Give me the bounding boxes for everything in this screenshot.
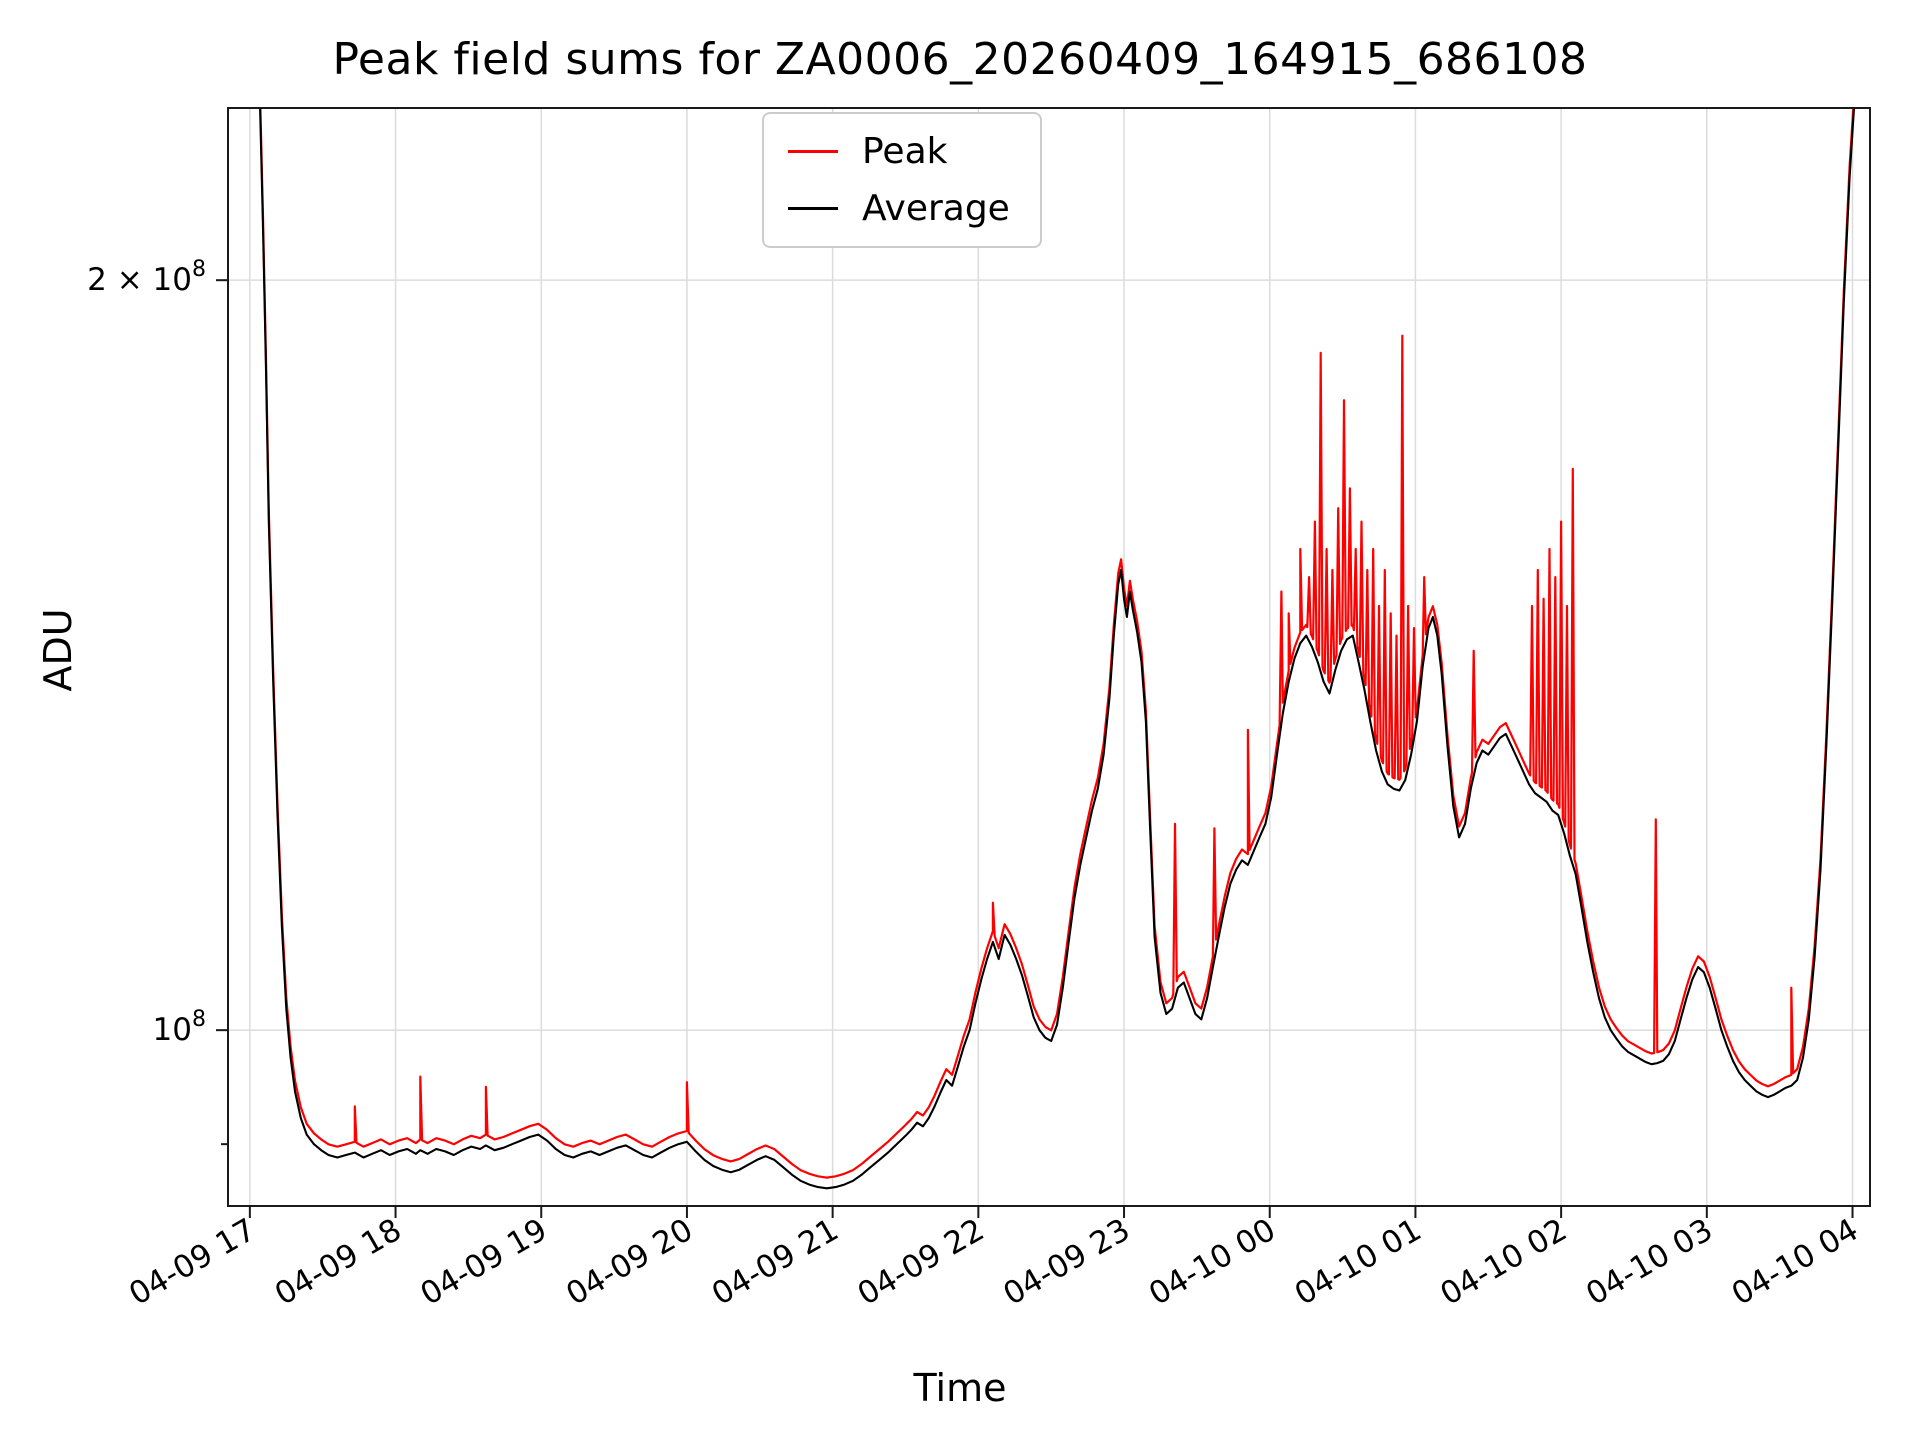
- average-line-swatch: [788, 207, 838, 211]
- x-tick-label: 04-10 02: [1434, 1212, 1573, 1313]
- y-tick-label: 108: [153, 1007, 206, 1048]
- x-tick-labels: 04-09 17 04-09 18 04-09 19 04-09 20 04-09 21…: [123, 1212, 1864, 1313]
- x-tick-label: 04-10 01: [1289, 1212, 1428, 1313]
- chart-title: Peak field sums for ZA0006_20260409_1649…: [332, 34, 1588, 85]
- series-average: [228, 108, 1870, 1190]
- plot-spines: [227, 107, 1871, 1207]
- y-tick-labels: 108 2 × 108: [87, 257, 206, 1048]
- x-tick-label: 04-10 03: [1580, 1212, 1719, 1313]
- x-tick-label: 04-09 18: [269, 1212, 408, 1313]
- x-tick-label: 04-09 19: [415, 1212, 554, 1313]
- y-tick-label: 2 × 108: [87, 257, 206, 298]
- legend-entry-average: Average: [788, 187, 1010, 230]
- x-axis-label: Time: [913, 1366, 1007, 1410]
- legend-entry-peak: Peak: [788, 130, 1010, 173]
- x-tick-label: 04-10 00: [1143, 1212, 1282, 1313]
- axis-ticks: [216, 279, 1854, 1218]
- x-tick-label: 04-09 17: [123, 1212, 262, 1313]
- series-peak: [259, 108, 1855, 1179]
- x-tick-label: 04-09 23: [997, 1212, 1136, 1313]
- x-tick-label: 04-09 20: [560, 1212, 699, 1313]
- x-tick-label: 04-09 22: [852, 1212, 991, 1313]
- grid: [228, 108, 1870, 1206]
- peak-line-swatch: [788, 150, 838, 154]
- legend-label-peak: Peak: [862, 131, 948, 172]
- legend-label-average: Average: [862, 188, 1010, 230]
- x-tick-label: 04-10 04: [1726, 1212, 1865, 1313]
- legend: Peak Average: [762, 112, 1042, 249]
- x-tick-label: 04-09 21: [706, 1212, 845, 1313]
